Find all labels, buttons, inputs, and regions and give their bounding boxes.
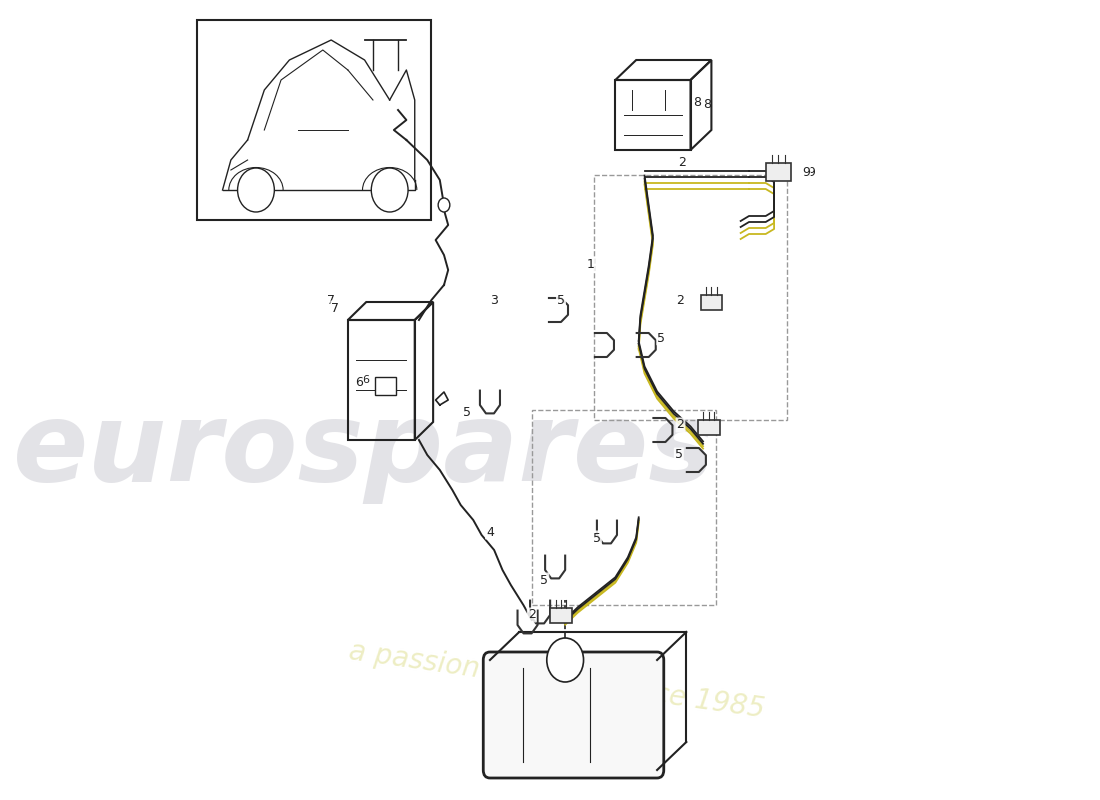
Text: 8: 8 <box>703 98 711 111</box>
Text: 5: 5 <box>674 449 683 462</box>
Circle shape <box>372 168 408 212</box>
Text: a passion for parts since 1985: a passion for parts since 1985 <box>348 637 767 723</box>
Text: 3: 3 <box>491 294 498 306</box>
Text: 5: 5 <box>593 531 601 545</box>
Bar <box>594 175 786 420</box>
Text: 5: 5 <box>658 331 666 345</box>
Text: 2: 2 <box>676 294 684 306</box>
Text: 7: 7 <box>328 294 336 306</box>
Text: 5: 5 <box>540 574 548 586</box>
Bar <box>198 20 431 220</box>
Text: 1: 1 <box>586 258 594 271</box>
Text: 2: 2 <box>528 609 536 622</box>
Text: 2: 2 <box>676 418 684 431</box>
Bar <box>531 410 716 605</box>
Text: 2: 2 <box>679 155 686 169</box>
Text: 8: 8 <box>693 95 701 109</box>
Text: 9: 9 <box>802 166 810 178</box>
Text: 7: 7 <box>331 302 340 314</box>
Bar <box>375 377 396 395</box>
Circle shape <box>438 198 450 212</box>
Circle shape <box>238 168 274 212</box>
Bar <box>550 607 572 622</box>
Circle shape <box>547 638 583 682</box>
Text: 4: 4 <box>486 526 494 538</box>
Text: eurospares: eurospares <box>13 397 716 503</box>
Text: 9: 9 <box>807 166 815 178</box>
Text: 6: 6 <box>355 375 363 389</box>
Text: 5: 5 <box>463 406 471 418</box>
Bar <box>701 294 723 310</box>
Bar <box>766 163 791 181</box>
Bar <box>698 419 719 434</box>
Text: 6: 6 <box>362 375 369 385</box>
Text: 5: 5 <box>557 294 565 306</box>
FancyBboxPatch shape <box>483 652 663 778</box>
